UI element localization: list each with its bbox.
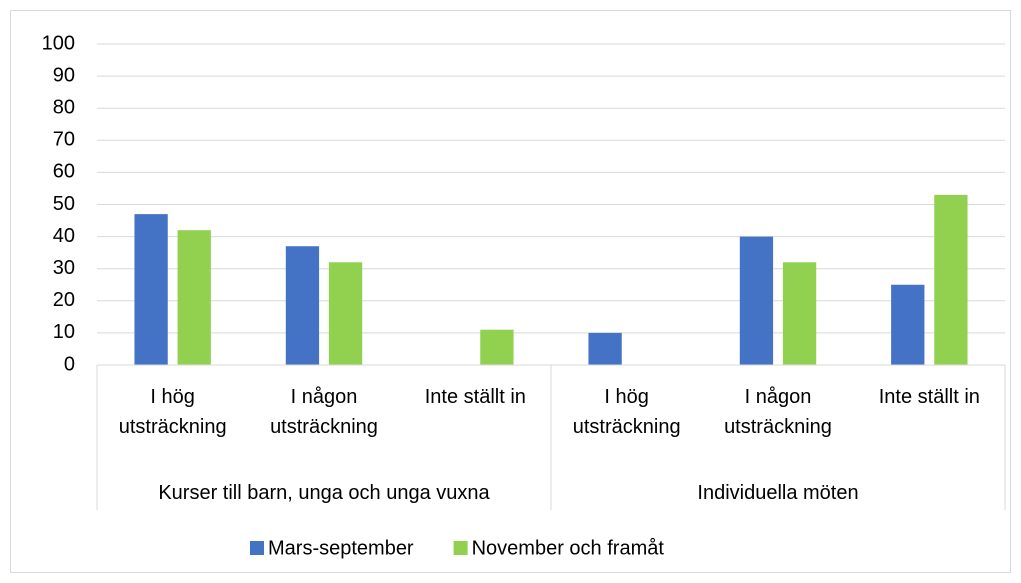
x-tick-label: Inte ställt in	[878, 386, 980, 408]
x-tick-label: I någon utsträckning	[724, 386, 832, 438]
bar	[588, 332, 622, 365]
y-tick-label: 50	[53, 193, 75, 215]
y-tick-label: 100	[42, 32, 75, 54]
x-tick-label: I hög utsträckning	[118, 386, 227, 438]
y-tick-label: 20	[53, 289, 75, 311]
x-tick-label: I hög utsträckning	[572, 386, 681, 438]
y-tick-label: 80	[53, 96, 75, 118]
y-tick-label: 40	[53, 225, 75, 247]
legend-swatch	[250, 541, 264, 555]
group-label: Individuella möten	[697, 482, 859, 504]
bar	[134, 214, 168, 365]
x-tick-label: I någon utsträckning	[270, 386, 378, 438]
y-tick-label: 0	[64, 353, 75, 375]
y-tick-label: 70	[53, 129, 75, 151]
bar	[739, 236, 774, 365]
bar	[328, 262, 363, 365]
y-tick-label: 30	[53, 257, 75, 279]
y-tick-label: 90	[53, 64, 75, 86]
bar	[934, 194, 968, 365]
bar	[285, 246, 320, 365]
y-tick-label: 60	[53, 161, 75, 183]
bar	[891, 284, 925, 365]
y-tick-label: 10	[53, 321, 75, 343]
legend-label: November och framåt	[472, 537, 665, 559]
legend-label: Mars-september	[268, 537, 414, 559]
chart-border	[10, 10, 1011, 573]
bar	[177, 230, 211, 365]
bar	[480, 329, 514, 365]
bar	[782, 262, 817, 365]
x-tick-label: Inte ställt in	[424, 386, 526, 408]
legend-swatch	[453, 541, 468, 555]
group-label: Kurser till barn, unga och unga vuxna	[158, 482, 490, 504]
